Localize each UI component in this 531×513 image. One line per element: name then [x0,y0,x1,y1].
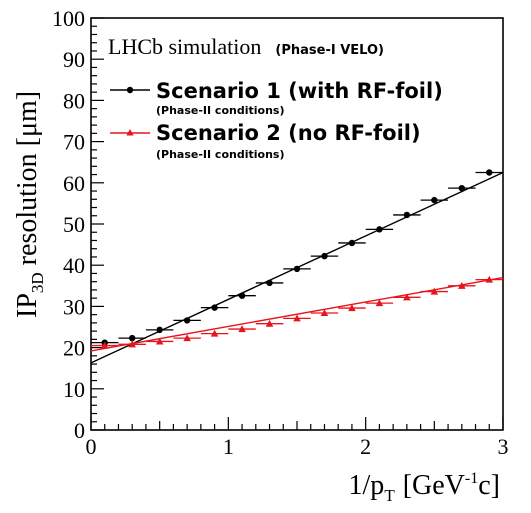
data-point-scenario-2 [293,314,301,322]
data-point-scenario-2 [238,325,246,333]
data-point-scenario-1 [266,279,273,287]
data-point-scenario-2 [128,340,136,348]
annotation-sub-text: (Phase-I VELO) [275,43,384,58]
data-point-scenario-2 [458,282,466,289]
data-point-scenario-1 [156,326,163,334]
data-point-scenario-2 [320,309,329,317]
annotation-lhcb: LHCb simulation (Phase-I VELO) [108,34,384,59]
y-tick-label: 80 [63,88,85,113]
data-point-scenario-1 [486,169,493,176]
legend-marker-scenario-2 [126,129,134,136]
data-point-scenario-1 [211,304,218,311]
x-tick-label: 0 [86,434,97,459]
data-point-scenario-1 [348,239,356,247]
data-point-scenario-2 [155,337,164,345]
data-point-scenario-2 [183,334,191,342]
x-axis-title-unit: [GeV [403,470,465,501]
legend-subtitle-scenario-2: (Phase-II conditions) [156,148,284,161]
x-tick-label: 1 [223,434,234,459]
axis-ticks [90,17,504,431]
data-point-scenario-1 [238,292,246,299]
y-tick-label: 10 [63,377,85,402]
y-tick-label: 70 [63,130,85,155]
data-point-scenario-2 [375,299,384,307]
data-point-scenario-1 [458,184,465,192]
legend-entry-scenario-2: Scenario 2 (no RF-foil) (Phase-II condit… [110,121,421,161]
legend-entry-scenario-1: Scenario 1 (with RF-foil) (Phase-II cond… [110,79,443,117]
data-point-scenario-2 [348,304,356,312]
y-tick-label: 60 [63,171,85,196]
y-tick-label: 40 [63,253,85,278]
x-axis-title: 1/pT [GeV-1c] [349,470,500,505]
y-tick-label: 50 [63,212,85,237]
data-point-scenario-2 [485,275,494,283]
legend-label-scenario-2: Scenario 2 (no RF-foil) [156,121,421,145]
data-point-scenario-2 [265,319,274,327]
y-tick-label: 30 [63,294,85,319]
y-tick-label: 90 [63,47,85,72]
legend: Scenario 1 (with RF-foil) (Phase-II cond… [110,79,443,161]
fit-line-scenario-2 [90,276,504,352]
y-tick-label: 0 [74,418,85,443]
legend-subtitle-scenario-1: (Phase-II conditions) [156,104,284,117]
y-tick-label: 20 [63,336,85,361]
y-axis-title-sub: 3D [28,272,47,293]
data-point-scenario-2 [210,329,219,337]
y-axis-title: IP3D resolution [μm] [12,91,47,318]
y-axis-title-main: IP [12,293,43,318]
y-axis-title-rest: resolution [μm] [12,91,43,272]
x-tick-label: 2 [360,434,371,459]
legend-marker-scenario-1 [126,86,134,94]
data-point-scenario-1 [293,265,301,273]
x-axis-title-sub: T [384,486,395,505]
annotation-main-text: LHCb simulation [108,34,261,59]
data-markers [100,169,494,349]
data-point-scenario-1 [376,226,383,233]
y-tick-label: 100 [52,6,85,31]
x-tick-label: 3 [498,434,509,459]
x-axis-title-main: 1/p [349,470,385,501]
data-point-scenario-1 [183,317,191,324]
data-point-scenario-1 [129,334,136,342]
x-axis-title-sup: -1 [465,470,478,487]
legend-label-scenario-1: Scenario 1 (with RF-foil) [156,79,443,103]
data-point-scenario-1 [403,211,411,219]
data-point-scenario-1 [321,252,328,260]
data-point-scenario-2 [430,287,439,295]
data-point-scenario-1 [431,196,438,204]
x-axis-title-end: c] [478,470,500,501]
data-point-scenario-2 [403,293,411,301]
data-point-scenario-2 [100,341,109,349]
